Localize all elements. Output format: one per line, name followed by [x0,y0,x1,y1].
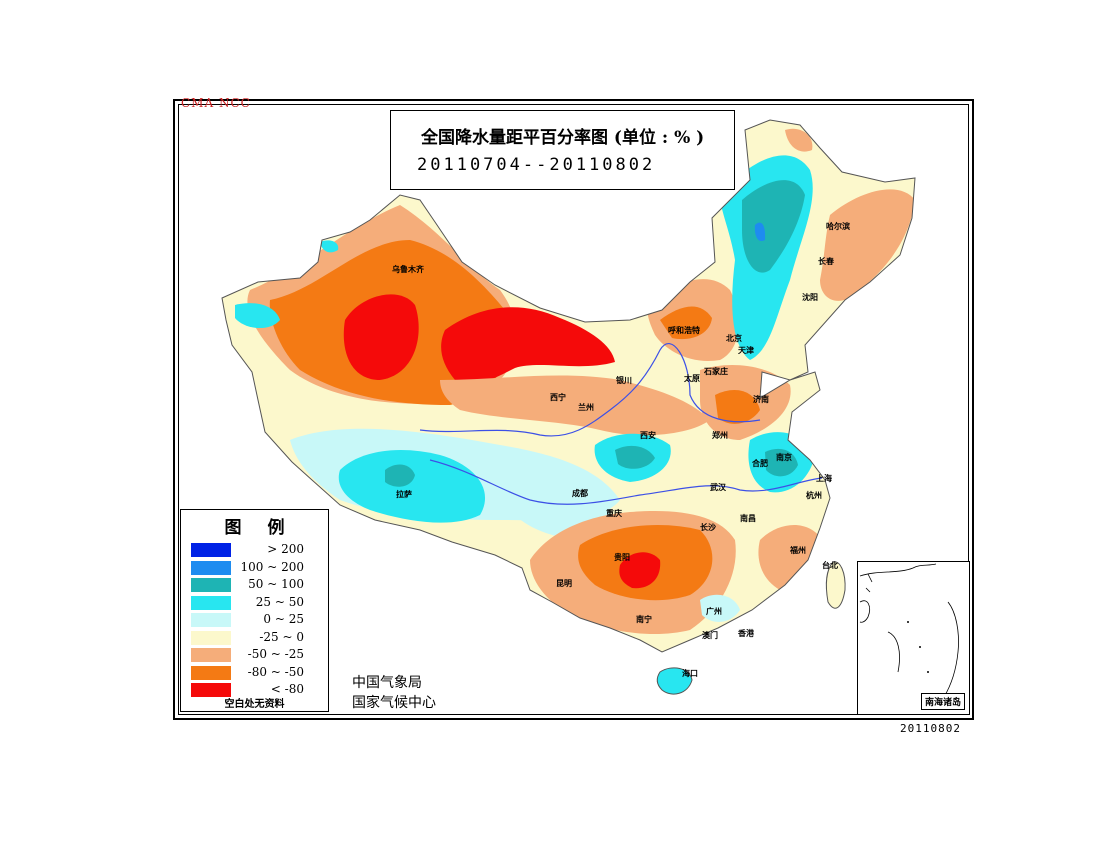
south-china-sea-inset: 南海诸岛 [857,561,970,715]
legend-label: > 200 [267,542,304,556]
legend-row: -25 ~ 0 [191,630,326,646]
legend-label: -80 ~ -50 [247,664,304,679]
country-border [221,119,916,653]
legend-row: > 200 [191,542,326,558]
city-taiyuan: 太原 [684,374,700,383]
org-name-cma: 中国气象局 [352,675,422,691]
legend-note: 空白处无资料 [224,699,285,710]
map-inner-frame [178,104,969,715]
inset-label: 南海诸岛 [920,693,965,710]
legend-swatch [191,595,231,610]
map-period: 20110704--20110802 [417,155,656,175]
legend-label: < -80 [270,682,304,696]
map-title: 全国降水量距平百分率图 (单位 : % ) [421,128,705,148]
legend-label: 100 ~ 200 [240,559,305,574]
legend-swatch [191,578,231,592]
city-jinan: 济南 [753,395,769,404]
legend-swatch [191,648,231,662]
legend-label: 25 ~ 50 [255,594,304,609]
city-changsha: 长沙 [700,523,716,532]
city-taibei: 台北 [822,561,838,570]
city-zhengzhou: 郑州 [712,431,728,440]
city-kunming: 昆明 [556,579,572,588]
city-chongqing: 重庆 [606,509,622,518]
legend-swatch [191,560,231,575]
hainan-island [656,667,693,695]
legend-label: 0 ~ 25 [263,612,304,626]
date-stamp: 20110802 [900,722,961,735]
legend-row: 0 ~ 25 [191,612,326,628]
taiwan-island [825,561,846,609]
inset-map [859,563,959,698]
precipitation-fields [222,120,915,652]
city-fuzhou: 福州 [790,546,806,555]
legend-row: 50 ~ 100 [191,577,326,593]
city-chengdu: 成都 [572,489,588,498]
legend-row: 25 ~ 50 [191,595,326,611]
legend-label: 50 ~ 100 [248,577,304,591]
org-name-ncc: 国家气候中心 [352,695,436,711]
legend-row: 100 ~ 200 [191,560,326,576]
city-xian: 西安 [640,431,656,440]
legend-row: -80 ~ -50 [191,665,326,681]
city-hefei: 合肥 [752,459,768,468]
map-title-box: 全国降水量距平百分率图 (单位 : % ) 20110704--20110802 [390,110,735,190]
city-nanning: 南宁 [636,615,652,624]
city-lanzhou: 兰州 [578,403,594,412]
city-changchun: 长春 [818,257,834,266]
city-beijing: 北京 [726,334,742,343]
city-xining: 西宁 [550,393,566,402]
city-aomen: 澳门 [702,631,718,640]
city-haikou: 海口 [682,669,698,678]
legend-swatch [191,613,231,627]
city-guangzhou: 广州 [706,607,722,616]
city-shanghai: 上海 [816,474,832,483]
legend-swatch [191,683,231,697]
city-yinchuan: 银川 [616,376,632,385]
city-shijiazhuang: 石家庄 [704,367,728,376]
legend-panel: 图例 > 200 100 ~ 200 50 ~ 100 25 ~ 50 0 ~ 25 -2… [180,509,329,712]
map-outer-frame [173,99,974,720]
city-nanjing: 南京 [776,453,792,462]
legend-swatch [191,543,231,557]
city-hangzhou: 杭州 [806,491,822,500]
legend-label: -25 ~ 0 [259,629,304,644]
city-tianjin: 天津 [738,346,754,355]
city-wuhan: 武汉 [710,483,726,492]
city-urumqi: 乌鲁木齐 [392,265,424,274]
city-lhasa: 拉萨 [396,490,412,499]
city-guiyang: 贵阳 [614,553,630,562]
city-shenyang: 沈阳 [802,293,818,302]
yellow-river [419,343,761,437]
legend-label: -50 ~ -25 [247,647,304,661]
city-harbin: 哈尔滨 [826,222,850,231]
city-hohhot: 呼和浩特 [668,326,700,335]
legend-swatch [191,665,231,680]
yangtze-river [429,459,823,505]
legend-row: < -80 [191,682,326,698]
legend-swatch [191,630,231,645]
agency-tag: CMA NCC [181,96,251,110]
city-nanchang: 南昌 [740,514,756,523]
city-xianggang: 香港 [738,629,754,638]
legend-title: 图例 [224,518,311,538]
legend-row: -50 ~ -25 [191,647,326,663]
